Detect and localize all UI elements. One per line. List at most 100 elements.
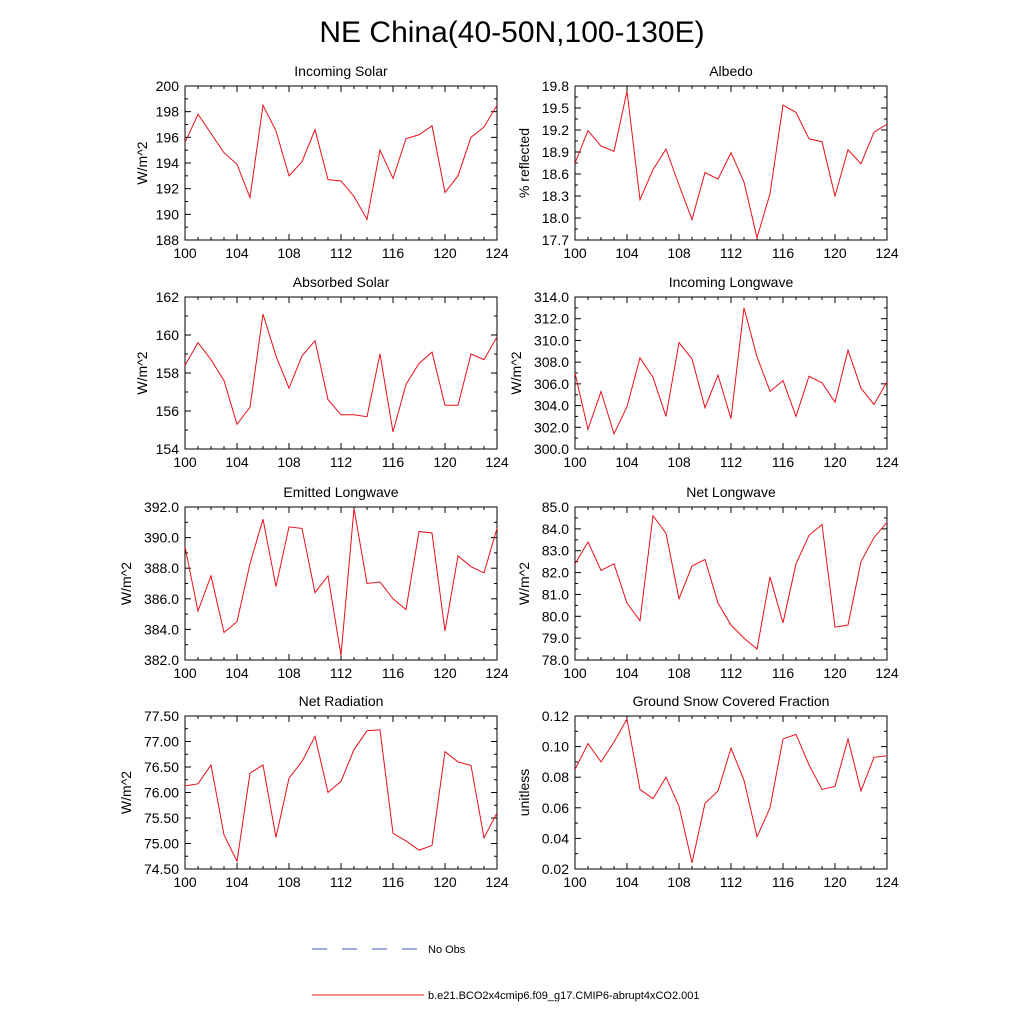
y-tick-label: 314.0 bbox=[534, 289, 569, 305]
x-tick-label: 124 bbox=[485, 454, 509, 470]
y-tick-label: 306.0 bbox=[534, 376, 569, 392]
plot-frame bbox=[574, 715, 888, 870]
plot-frame bbox=[184, 715, 498, 870]
y-tick-label: 0.12 bbox=[542, 708, 569, 724]
x-tick-label: 108 bbox=[667, 665, 691, 681]
y-axis-label: W/m^2 bbox=[134, 141, 150, 184]
y-tick-label: 0.08 bbox=[542, 769, 569, 785]
y-tick-label: 200 bbox=[156, 78, 180, 94]
x-tick-label: 120 bbox=[433, 874, 457, 890]
x-tick-label: 116 bbox=[772, 454, 795, 470]
y-tick-label: 0.06 bbox=[542, 800, 569, 816]
y-tick-label: 160 bbox=[156, 327, 180, 343]
x-tick-label: 112 bbox=[720, 454, 743, 470]
y-tick-label: 75.50 bbox=[144, 810, 179, 826]
y-axis-label: W/m^2 bbox=[118, 771, 134, 814]
x-tick-label: 112 bbox=[720, 245, 743, 261]
legend-model-label: b.e21.BCO2x4cmip6.f09_g17.CMIP6-abrupt4x… bbox=[428, 990, 700, 1002]
y-axis-label: W/m^2 bbox=[516, 562, 532, 605]
x-tick-label: 120 bbox=[823, 665, 847, 681]
x-tick-label: 104 bbox=[225, 874, 249, 890]
x-tick-label: 104 bbox=[615, 245, 639, 261]
chart-panel-1: 100 104 108 112 116 120 124 188 190 192 194 196 198 2… bbox=[134, 63, 509, 261]
x-tick-label: 116 bbox=[382, 665, 405, 681]
chart-panel-5: 100 104 108 112 116 120 124 382.0 384.0 386.0 388.… bbox=[118, 484, 509, 681]
x-tick-label: 108 bbox=[667, 874, 691, 890]
y-tick-label: 154 bbox=[156, 441, 180, 457]
x-tick-label: 124 bbox=[485, 665, 509, 681]
x-tick-label: 108 bbox=[667, 454, 691, 470]
series-line-1 bbox=[574, 91, 888, 240]
panel-title: Emitted Longwave bbox=[283, 484, 398, 500]
series-line-1 bbox=[184, 729, 498, 864]
y-tick-label: 18.9 bbox=[542, 144, 569, 160]
y-tick-label: 392.0 bbox=[144, 499, 179, 515]
y-tick-label: 192 bbox=[156, 181, 180, 197]
chart-panel-8: 100 104 108 112 116 120 124 0.02 0.04 0.06 0.08 0.1… bbox=[516, 693, 899, 890]
series-line-1 bbox=[184, 103, 498, 221]
x-tick-label: 120 bbox=[433, 665, 457, 681]
plot-frame bbox=[574, 85, 888, 241]
x-tick-label: 120 bbox=[823, 874, 847, 890]
y-tick-label: 386.0 bbox=[144, 591, 179, 607]
y-axis-label: W/m^2 bbox=[118, 562, 134, 605]
y-tick-label: 74.50 bbox=[144, 861, 179, 877]
x-tick-label: 112 bbox=[330, 245, 353, 261]
y-tick-label: 198 bbox=[156, 104, 180, 120]
plot-frame bbox=[184, 85, 498, 241]
x-tick-label: 104 bbox=[615, 665, 639, 681]
x-tick-label: 100 bbox=[563, 874, 587, 890]
x-tick-label: 104 bbox=[225, 454, 249, 470]
panel-title: Incoming Solar bbox=[294, 63, 388, 79]
series-line-1 bbox=[574, 514, 888, 651]
y-tick-label: 384.0 bbox=[144, 621, 179, 637]
y-tick-label: 382.0 bbox=[144, 652, 179, 668]
y-tick-label: 302.0 bbox=[534, 419, 569, 435]
y-tick-label: 19.5 bbox=[542, 100, 569, 116]
chart-panel-6: 100 104 108 112 116 120 124 78.0 79.0 80.0 81.0 82.… bbox=[516, 484, 899, 681]
x-tick-label: 116 bbox=[772, 665, 795, 681]
x-tick-label: 116 bbox=[382, 245, 405, 261]
chart-panel-3: 100 104 108 112 116 120 124 154 156 158 160 162 Abso… bbox=[134, 274, 509, 470]
x-tick-label: 100 bbox=[563, 245, 587, 261]
y-tick-label: 388.0 bbox=[144, 560, 179, 576]
x-tick-label: 108 bbox=[277, 665, 301, 681]
x-tick-label: 100 bbox=[173, 454, 197, 470]
y-axis-label: W/m^2 bbox=[508, 351, 524, 394]
x-tick-label: 112 bbox=[330, 665, 353, 681]
y-tick-label: 390.0 bbox=[144, 530, 179, 546]
plot-frame bbox=[184, 296, 498, 450]
panel-title: Absorbed Solar bbox=[293, 274, 390, 290]
panels-group: 100 104 108 112 116 120 124 188 190 192 194 196 198 2… bbox=[118, 63, 899, 890]
x-tick-label: 120 bbox=[433, 245, 457, 261]
x-tick-label: 104 bbox=[225, 245, 249, 261]
y-tick-label: 77.50 bbox=[144, 708, 179, 724]
x-tick-label: 124 bbox=[875, 245, 899, 261]
y-tick-label: 300.0 bbox=[534, 441, 569, 457]
x-tick-label: 120 bbox=[433, 454, 457, 470]
series-line-1 bbox=[184, 313, 498, 433]
x-tick-label: 104 bbox=[615, 874, 639, 890]
y-tick-label: 194 bbox=[156, 155, 180, 171]
x-tick-label: 104 bbox=[615, 454, 639, 470]
x-tick-label: 100 bbox=[563, 665, 587, 681]
y-tick-label: 188 bbox=[156, 232, 180, 248]
x-tick-label: 108 bbox=[277, 454, 301, 470]
y-axis-label: unitless bbox=[516, 769, 532, 816]
x-tick-label: 108 bbox=[277, 245, 301, 261]
series-line-1 bbox=[574, 307, 888, 436]
x-tick-label: 100 bbox=[563, 454, 587, 470]
y-axis-label: % reflected bbox=[516, 128, 532, 198]
x-tick-label: 100 bbox=[173, 874, 197, 890]
y-tick-label: 308.0 bbox=[534, 354, 569, 370]
y-tick-label: 80.0 bbox=[542, 608, 569, 624]
y-tick-label: 19.8 bbox=[542, 78, 569, 94]
panel-title: Incoming Longwave bbox=[669, 274, 794, 290]
x-tick-label: 112 bbox=[720, 665, 743, 681]
x-tick-label: 124 bbox=[485, 874, 509, 890]
panel-title: Albedo bbox=[709, 63, 753, 79]
figure-title: NE China(40-50N,100-130E) bbox=[319, 16, 704, 49]
y-tick-label: 19.2 bbox=[542, 122, 569, 138]
x-tick-label: 116 bbox=[382, 874, 405, 890]
